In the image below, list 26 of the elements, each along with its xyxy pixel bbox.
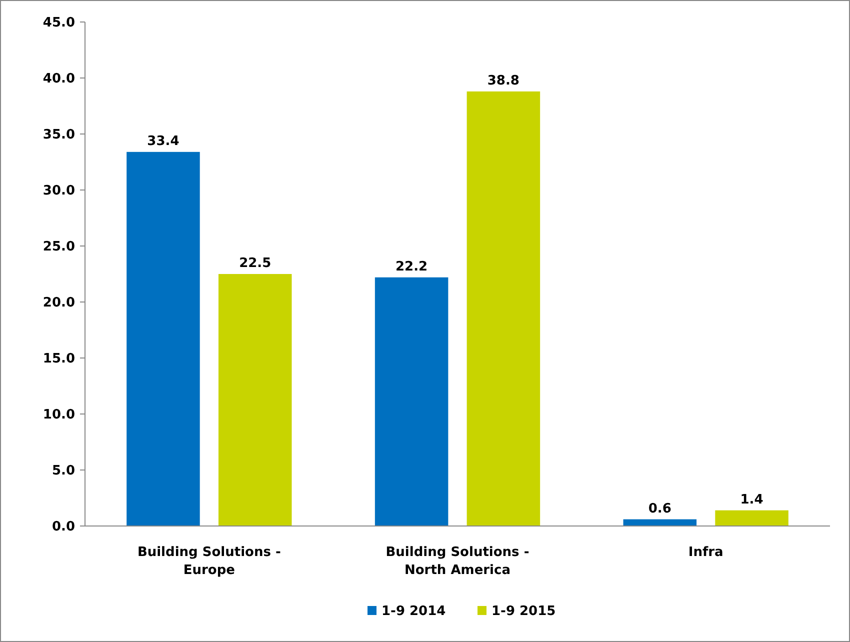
data-label: 38.8 xyxy=(487,73,520,88)
data-label: 22.5 xyxy=(239,256,272,271)
data-label: 1.4 xyxy=(740,492,764,508)
x-tick-label: Building Solutions - North America xyxy=(386,545,530,578)
data-label: 33.4 xyxy=(147,134,180,149)
y-tick-label: 30.0 xyxy=(42,184,75,199)
data-label: 22.2 xyxy=(396,259,428,274)
y-tick-label: 25.0 xyxy=(42,240,75,255)
bar xyxy=(466,91,540,526)
y-tick-label: 10.0 xyxy=(42,408,75,423)
y-tick-label: 0.0 xyxy=(52,520,75,535)
legend-label: 1-9 2014 xyxy=(382,604,446,619)
bar xyxy=(126,152,200,526)
x-tick-label: Building Solutions - Europe xyxy=(137,545,281,578)
bar xyxy=(374,277,448,526)
y-tick-label: 45.0 xyxy=(42,16,75,31)
y-tick-label: 35.0 xyxy=(42,128,75,143)
legend-label: 1-9 2015 xyxy=(492,604,556,619)
y-tick-label: 20.0 xyxy=(42,296,75,311)
data-label: 0.6 xyxy=(648,501,672,516)
y-tick-label: 5.0 xyxy=(52,464,75,479)
y-tick-label: 40.0 xyxy=(42,72,75,87)
bar xyxy=(715,510,788,526)
bar xyxy=(218,274,292,526)
y-tick-label: 15.0 xyxy=(42,352,75,367)
x-tick-label: Infra xyxy=(688,545,724,560)
